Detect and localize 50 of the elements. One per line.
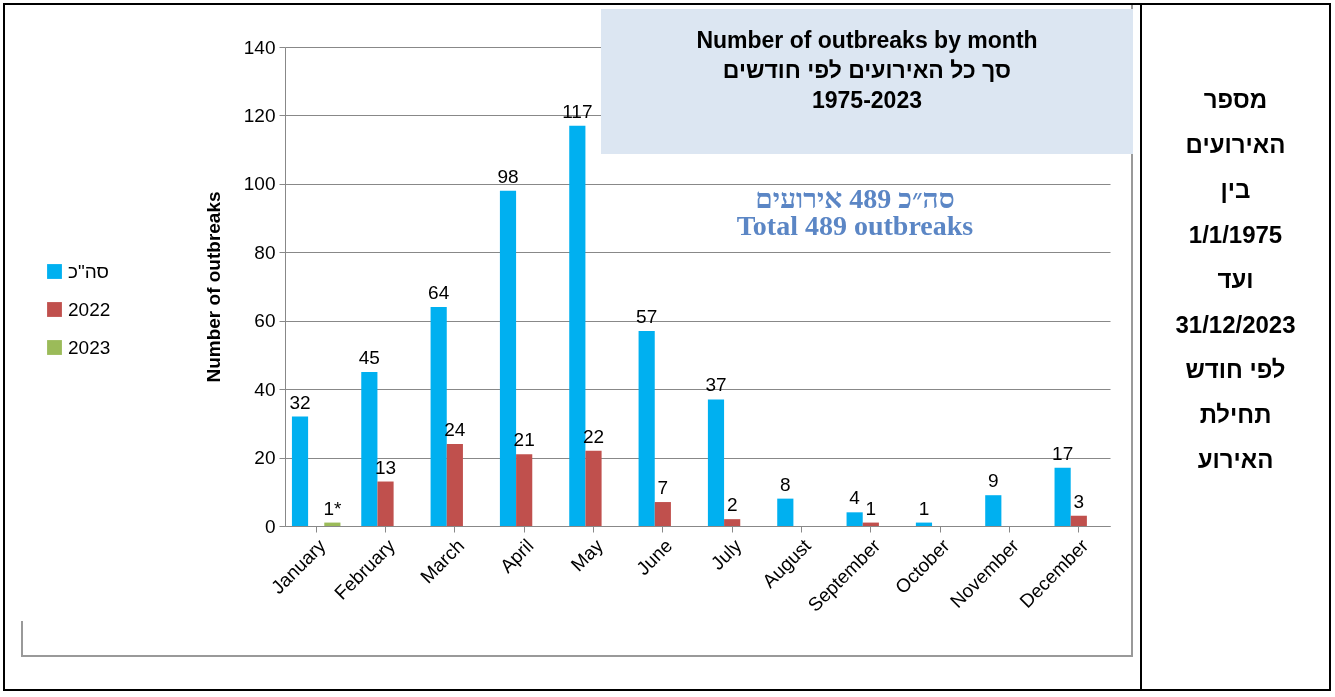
x-tick-label: May xyxy=(566,534,608,576)
y-tick-label: 60 xyxy=(254,310,276,332)
bar xyxy=(585,450,602,526)
data-label: 57 xyxy=(636,305,658,327)
data-label: 7 xyxy=(657,477,669,499)
bar xyxy=(516,454,533,526)
data-label: 9 xyxy=(988,470,999,492)
data-label: 37 xyxy=(705,374,727,396)
bar xyxy=(1070,515,1087,526)
bar xyxy=(724,519,741,526)
bar xyxy=(377,481,394,526)
data-label: 64 xyxy=(428,282,450,304)
data-label: 1 xyxy=(865,497,877,519)
bar xyxy=(777,498,794,526)
data-label: 3 xyxy=(1073,490,1085,512)
bar xyxy=(569,125,586,526)
data-label: 1 xyxy=(918,497,930,519)
data-label: 2 xyxy=(726,494,738,516)
data-label: 1* xyxy=(323,497,342,519)
y-tick-label: 140 xyxy=(243,36,276,58)
y-tick-label: 0 xyxy=(264,515,276,537)
data-label: 4 xyxy=(849,487,861,509)
bar xyxy=(985,495,1002,526)
legend-label: 2023 xyxy=(68,336,111,358)
bar xyxy=(707,399,725,526)
legend-label: 2022 xyxy=(68,298,111,320)
y-tick-label: 80 xyxy=(254,241,276,263)
y-axis-title: Number of outbreaks xyxy=(202,191,224,383)
bar xyxy=(291,416,309,526)
chart-title: Number of outbreaks by month xyxy=(695,26,1039,55)
data-label: 8 xyxy=(780,473,791,495)
x-tick-label: July xyxy=(706,534,746,574)
data-label: 98 xyxy=(497,165,519,187)
bar xyxy=(361,372,378,526)
data-label: 45 xyxy=(358,347,380,369)
bar xyxy=(446,443,463,526)
y-tick-label: 100 xyxy=(243,173,276,195)
data-label: 17 xyxy=(1052,442,1074,464)
bar xyxy=(1054,467,1071,526)
y-tick-label: 20 xyxy=(254,447,276,469)
y-tick-label: 40 xyxy=(254,378,276,400)
data-label: 117 xyxy=(562,100,593,122)
bar xyxy=(654,502,671,526)
bar xyxy=(430,307,447,526)
bar xyxy=(638,330,655,526)
text: מספר האירועים בין 1/1/1975 ועד 31/12/2023 לפי חודש תחילת האירוע xyxy=(1175,86,1296,473)
legend-label: סה"כ xyxy=(68,260,110,282)
y-tick-label: 120 xyxy=(243,104,276,126)
bar xyxy=(846,512,863,526)
data-label: 32 xyxy=(289,391,311,413)
